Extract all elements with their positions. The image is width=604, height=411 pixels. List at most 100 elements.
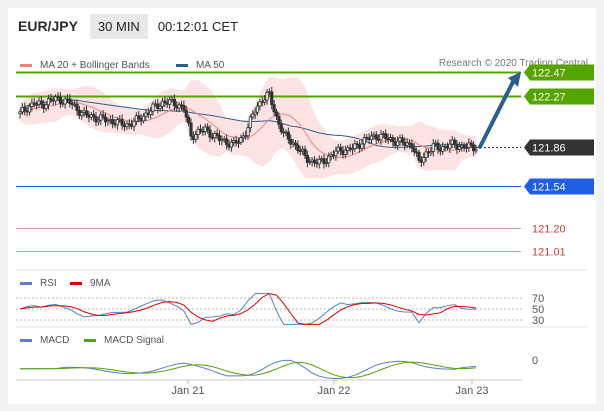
candle-body (58, 96, 62, 104)
candle-body (96, 119, 100, 123)
candle-body (255, 105, 260, 113)
candle-body (39, 100, 43, 105)
forecast-arrow-line (478, 77, 516, 149)
candle-body (194, 134, 198, 140)
candle-body (244, 135, 248, 138)
candle-body (353, 143, 357, 149)
candle-body (99, 114, 103, 121)
candle-body (355, 143, 359, 146)
candle-body (251, 113, 255, 118)
timestamp: 00:12:01 CET (157, 18, 239, 34)
macd-zero-label: 0 (532, 355, 538, 367)
candle-body (253, 111, 257, 115)
rsi-swatch (20, 282, 32, 285)
candle-body (120, 118, 124, 126)
candle-body (296, 144, 300, 151)
candle-body (453, 139, 457, 145)
ma50-line (19, 99, 477, 148)
rsi-line (19, 293, 476, 325)
support-tag (524, 178, 594, 195)
candle-body (303, 148, 307, 156)
candle-body (206, 126, 210, 131)
candle-body (277, 115, 281, 125)
candle-body (289, 138, 293, 145)
x-tick-label: Jan 21 (171, 385, 204, 397)
candle-body (317, 159, 321, 165)
timeframe-badge[interactable]: 30 MIN (89, 13, 148, 39)
candle-body (125, 123, 129, 128)
candle-body (279, 123, 283, 133)
candle-body (274, 111, 279, 117)
x-axis: Jan 21 Jan 22 Jan 23 (16, 269, 588, 397)
legend-ma50: MA 50 (176, 60, 224, 71)
candle-body (334, 150, 338, 157)
candle-body (272, 104, 276, 113)
rsi-level-label: 50 (532, 304, 544, 316)
candle-body (263, 99, 267, 103)
candle-body (111, 118, 115, 125)
candle-body (63, 98, 67, 105)
candle-body (106, 120, 110, 123)
candle-body (103, 116, 108, 123)
macd-swatch (20, 339, 32, 342)
support-label-light: 121.20 (532, 224, 566, 236)
chart-card (8, 8, 596, 404)
candle-body (115, 119, 119, 126)
candle-body (379, 133, 383, 141)
current-price-tag (524, 139, 594, 156)
candle-body (343, 149, 347, 155)
candle-body (350, 148, 355, 151)
candle-body (396, 140, 400, 146)
candle-body (424, 151, 428, 158)
candle-body (189, 122, 193, 137)
candle-body (362, 137, 366, 145)
ma9-label: 9MA (90, 278, 111, 289)
x-tick-label: Jan 22 (317, 385, 350, 397)
candle-body (410, 143, 414, 149)
forecast-arrow-head (508, 71, 521, 87)
candle-body (46, 98, 51, 106)
ma20-swatch (20, 64, 32, 67)
candle-body (360, 143, 364, 149)
candle-body (132, 120, 136, 127)
candle-body (215, 133, 219, 137)
rsi-level-label: 30 (532, 315, 544, 327)
support-label: 121.54 (532, 182, 566, 194)
currency-pair: EUR/JPY (18, 18, 78, 34)
candle-body (94, 116, 98, 123)
candle-body (187, 116, 191, 124)
candle-body (168, 99, 172, 105)
ma50-swatch (176, 64, 188, 67)
candle-body (469, 142, 473, 146)
candle-body (217, 135, 222, 142)
candle-body (391, 137, 395, 143)
candle-body (322, 158, 326, 165)
price-levels: 122.47 122.27 121.86 121.54 121.20 121.01 (16, 64, 594, 259)
candle-body (448, 143, 452, 149)
resistance-label: 122.27 (532, 92, 566, 104)
candle-body (474, 149, 478, 152)
candle-body (467, 142, 471, 148)
legend-ma9: 9MA (70, 278, 111, 289)
candle-body (308, 161, 312, 164)
candle-body (163, 100, 167, 104)
rsi-label: RSI (40, 278, 57, 289)
candle-body (248, 116, 252, 129)
ma50-label: MA 50 (196, 60, 225, 71)
candle-body (35, 103, 39, 106)
candle-body (400, 137, 404, 143)
candle-body (441, 146, 445, 152)
candle-body (49, 98, 53, 101)
candle-body (54, 96, 58, 102)
candle-body (172, 98, 176, 107)
candle-body (184, 109, 188, 118)
forecast-arrow (478, 71, 521, 149)
candle-body (182, 104, 186, 111)
candle-body (265, 92, 269, 101)
x-tick-label: Jan 23 (455, 385, 488, 397)
candle-body (208, 129, 212, 138)
candle-body (327, 155, 331, 164)
candle-body (177, 104, 181, 109)
candle-body (196, 128, 200, 135)
